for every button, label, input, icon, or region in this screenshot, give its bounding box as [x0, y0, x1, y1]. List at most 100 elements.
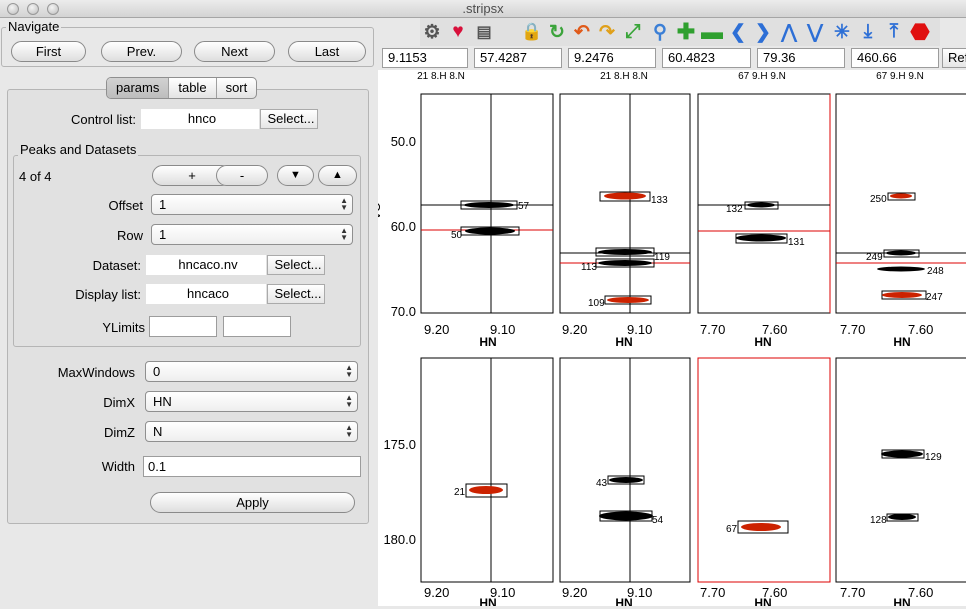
- align-down-icon[interactable]: ⤓: [863, 21, 873, 42]
- strip-plots-svg[interactable]: 21 8.H 8.N 21 8.H 8.N 67 9.H 9.N 67 9.H …: [368, 70, 966, 609]
- top-strip-2[interactable]: 133 119 113 109 9.20 9.10 HN: [559, 93, 691, 349]
- display-list-field[interactable]: hncaco: [146, 284, 266, 304]
- triangle-up-icon: ▲: [332, 169, 343, 181]
- dimx-select[interactable]: HN ▲ ▼: [145, 391, 358, 412]
- control-select-button[interactable]: Select...: [260, 109, 318, 129]
- peak-box: [744, 201, 779, 210]
- right-arrow-icon[interactable]: ❯: [755, 21, 771, 43]
- navigate-title: Navigate: [6, 19, 62, 34]
- coord-field-2[interactable]: 57.4287: [474, 48, 562, 68]
- tab-bar: params table sort: [106, 77, 258, 99]
- display-list-label: Display list:: [75, 287, 141, 302]
- peak-contour: [609, 477, 643, 483]
- tab-params[interactable]: params: [107, 78, 170, 98]
- x-tick: 7.60: [762, 322, 787, 337]
- close-window-icon[interactable]: [7, 3, 19, 15]
- row-select[interactable]: 1 ▲ ▼: [151, 224, 353, 245]
- bottom-y-tick-175: 175.0: [383, 437, 416, 452]
- control-list-label: Control list:: [70, 112, 136, 127]
- offset-label: Offset: [108, 198, 143, 213]
- peak-contour: [882, 292, 922, 298]
- next-button[interactable]: Next: [194, 41, 275, 62]
- peak-contour: [599, 511, 653, 521]
- gear-icon[interactable]: ⚙: [423, 21, 441, 43]
- tab-sort[interactable]: sort: [225, 80, 248, 95]
- up-chevron-icon[interactable]: ⋀: [781, 21, 797, 43]
- x-tick: 7.60: [762, 585, 787, 600]
- updown-arrows-icon: ▲ ▼: [340, 196, 348, 212]
- peak-count: 4 of 4: [19, 169, 52, 184]
- refresh-icon[interactable]: ↻: [549, 21, 565, 43]
- ref-button[interactable]: Ref: [942, 48, 966, 68]
- bottom-strip-3[interactable]: 67 7.70 7.60 HN: [697, 357, 831, 609]
- minimize-window-icon[interactable]: [27, 3, 39, 15]
- move-down-button[interactable]: ▼: [277, 165, 314, 186]
- apply-button[interactable]: Apply: [150, 492, 355, 513]
- dataset-select-button[interactable]: Select...: [267, 255, 325, 275]
- peak-contour: [465, 227, 515, 235]
- add-peak-button[interactable]: +: [152, 165, 232, 186]
- x-tick: 9.10: [490, 322, 515, 337]
- expand-icon[interactable]: ⤢: [625, 21, 641, 42]
- remove-peak-button[interactable]: -: [216, 165, 268, 186]
- strip-frame: [559, 357, 691, 583]
- stop-icon[interactable]: ⬣: [910, 19, 930, 44]
- tab-table[interactable]: table: [169, 78, 217, 98]
- coord-field-3[interactable]: 9.2476: [568, 48, 656, 68]
- align-up-icon[interactable]: ⤒: [889, 21, 899, 42]
- coord-field-5[interactable]: 79.36: [757, 48, 845, 68]
- top-strip-4[interactable]: 250 249 248 247 7.70 7.60 HN: [835, 93, 966, 349]
- row-label: Row: [116, 228, 143, 243]
- peak-label: 129: [925, 452, 942, 463]
- peak-label: 128: [870, 515, 887, 526]
- ylimit-min-input[interactable]: [149, 316, 217, 337]
- control-list-field[interactable]: hnco: [141, 109, 259, 129]
- dataset-field[interactable]: hncaco.nv: [146, 255, 266, 275]
- peak-label: 50: [451, 230, 463, 241]
- heart-star-icon[interactable]: ♥: [452, 21, 464, 42]
- last-button[interactable]: Last: [288, 41, 366, 62]
- coord-field-6[interactable]: 460.66: [851, 48, 939, 68]
- left-arrow-icon[interactable]: ❮: [730, 21, 746, 43]
- peaks-datasets-title: Peaks and Datasets: [18, 142, 139, 157]
- print-icon[interactable]: ▤: [476, 24, 492, 41]
- coord-field-4[interactable]: 60.4823: [662, 48, 751, 68]
- width-input[interactable]: 0.1: [143, 456, 361, 477]
- remove-icon[interactable]: ▬: [701, 19, 723, 44]
- add-icon[interactable]: ✚: [676, 19, 696, 44]
- peak-box: [465, 483, 508, 498]
- lock-icon[interactable]: 🔒: [521, 22, 543, 41]
- move-up-button[interactable]: ▲: [318, 165, 357, 186]
- strip-frame: [835, 93, 966, 314]
- updown-arrows-icon: ▲ ▼: [340, 226, 348, 242]
- redo-icon[interactable]: ↷: [599, 21, 615, 43]
- zoom-window-icon[interactable]: [47, 3, 59, 15]
- coord-field-1[interactable]: 9.1153: [382, 48, 468, 68]
- maxwindows-select[interactable]: 0 ▲ ▼: [145, 361, 358, 382]
- strip-header-3: 67 9.H 9.N: [738, 71, 786, 82]
- bottom-strip-4[interactable]: 129 128 7.70 7.60 HN: [835, 357, 966, 609]
- first-button[interactable]: First: [11, 41, 86, 62]
- peak-contour: [747, 202, 775, 208]
- top-strip-3[interactable]: 132 131 7.70 7.60 HN: [697, 93, 831, 349]
- peak-contour: [890, 193, 912, 199]
- strip-plot-area[interactable]: 21 8.H 8.N 21 8.H 8.N 67 9.H 9.N 67 9.H …: [368, 70, 966, 609]
- display-select-button[interactable]: Select...: [267, 284, 325, 304]
- down-chevron-icon[interactable]: ⋁: [807, 21, 823, 43]
- x-tick: 9.20: [424, 322, 449, 337]
- x-tick: 9.20: [562, 322, 587, 337]
- offset-select[interactable]: 1 ▲ ▼: [151, 194, 353, 215]
- top-strip-1[interactable]: 57 50 9.20 9.10 HN: [420, 93, 554, 349]
- bottom-strip-2[interactable]: 43 54 9.20 9.10 HN: [559, 357, 691, 609]
- bottom-strip-1[interactable]: 21 9.20 9.10 HN: [420, 357, 554, 609]
- zoom-icon[interactable]: ⚲: [653, 21, 667, 43]
- x-axis-label: HN: [479, 596, 496, 606]
- row-value: 1: [159, 227, 167, 242]
- strip-frame: [835, 357, 966, 583]
- ylimit-max-input[interactable]: [223, 316, 291, 337]
- prev-button[interactable]: Prev.: [101, 41, 182, 62]
- peak-contour: [604, 192, 646, 200]
- dimz-select[interactable]: N ▲ ▼: [145, 421, 358, 442]
- undo-icon[interactable]: ↶: [574, 21, 590, 43]
- asterisk-icon[interactable]: ✳: [834, 21, 850, 43]
